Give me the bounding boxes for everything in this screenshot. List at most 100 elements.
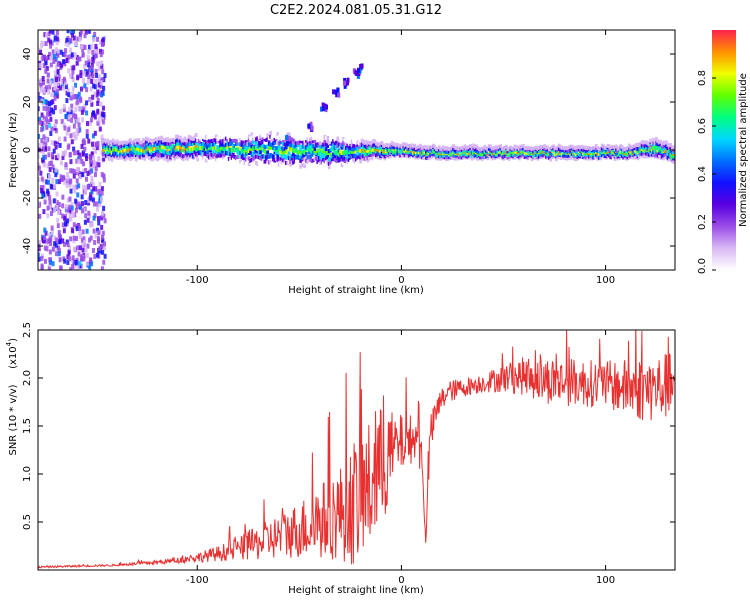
heatmap-cell [103,138,107,143]
heatmap-cell [72,146,76,152]
heatmap-cell [483,144,487,149]
heatmap-cell [517,146,521,151]
heatmap-cell [68,196,72,202]
heatmap-cell [74,113,78,119]
heatmap-cell [409,144,412,149]
heatmap-cell [372,139,375,144]
heatmap-cell [173,150,177,155]
heatmap-cell [44,41,48,47]
heatmap-cell [38,146,41,152]
heatmap-cell [84,200,88,206]
heatmap-cell [54,172,58,178]
heatmap-cell [51,261,55,267]
heatmap-cell [523,146,527,151]
heatmap-cell [263,154,267,159]
heatmap-cell [184,138,188,143]
heatmap-cell [336,163,340,168]
heatmap-cell [172,147,175,152]
heatmap-cell [297,140,301,145]
heatmap-cell [360,154,364,159]
heatmap-ylabel: Frequency (Hz) [8,112,19,188]
heatmap-cell [270,145,274,150]
heatmap-cell [82,236,86,242]
heatmap-cell [196,157,199,162]
heatmap-cell [67,127,71,133]
heatmap-cell [310,152,314,157]
heatmap-cell [402,144,405,149]
heatmap-cell [81,51,85,57]
heatmap-cell [48,199,52,205]
heatmap-cell [186,143,189,148]
heatmap-cell [249,143,252,148]
heatmap-cell [106,144,109,149]
heatmap-cell [113,147,117,152]
heatmap-cell [190,151,194,156]
heatmap-cell [76,150,80,156]
heatmap-cell [420,145,424,150]
heatmap-cell [599,153,602,158]
heatmap-cell [515,150,518,155]
heatmap-cell [167,138,171,143]
heatmap-cell [207,155,211,160]
heatmap-cell [312,158,315,163]
heatmap-cell [653,141,657,146]
heatmap-cell [60,119,64,125]
heatmap-cell [204,140,208,145]
heatmap-cell [620,148,624,153]
heatmap-cell [140,140,144,145]
heatmap-cell [479,151,482,156]
heatmap-cell [103,141,107,146]
heatmap-cell [667,152,671,157]
heatmap-cell [645,145,648,150]
heatmap-cell [136,153,139,158]
heatmap-cell [97,156,101,162]
heatmap-cell [292,152,295,157]
heatmap-cell [196,147,199,152]
heatmap-cell [273,150,277,155]
heatmap-cell [109,147,112,152]
heatmap-cell [207,143,211,148]
heatmap-cell [127,152,131,157]
heatmap-cell [380,145,384,150]
heatmap-cell [68,72,72,78]
heatmap-cell [419,151,422,156]
heatmap-cell [87,30,91,34]
heatmap-cell [502,149,505,154]
heatmap-cell [292,144,295,149]
heatmap-cell [154,137,158,142]
heatmap-cell [577,145,581,150]
heatmap-cell [272,154,275,159]
heatmap-cell [216,157,219,162]
heatmap-cell [44,137,48,143]
heatmap-cell [623,151,627,156]
heatmap-cell [112,147,115,152]
heatmap-cell [48,101,52,107]
heatmap-cell [252,151,255,156]
heatmap-cell [327,161,331,166]
heatmap-cell [86,55,90,61]
heatmap-cell [283,154,287,159]
heatmap-cell [183,148,187,153]
heatmap-cell [199,151,202,156]
heatmap-cell [350,142,354,147]
heatmap-cell [366,155,370,160]
heatmap-cell [356,146,360,151]
heatmap-cell [51,246,55,252]
heatmap-cell [236,150,239,155]
heatmap-cell [68,151,72,157]
heatmap-cell [592,155,595,160]
heatmap-cell [93,48,97,54]
heatmap-cell [89,65,93,71]
heatmap-cell [102,259,106,265]
heatmap-cell [303,142,307,147]
heatmap-cell [306,155,310,160]
heatmap-cell [90,222,94,228]
heatmap-cell [48,111,52,117]
heatmap-cell [279,140,282,145]
heatmap-cell [233,155,237,160]
heatmap-cell [242,145,245,150]
heatmap-cell [426,154,430,159]
heatmap-cell [44,193,48,199]
heatmap-cell [136,143,139,148]
